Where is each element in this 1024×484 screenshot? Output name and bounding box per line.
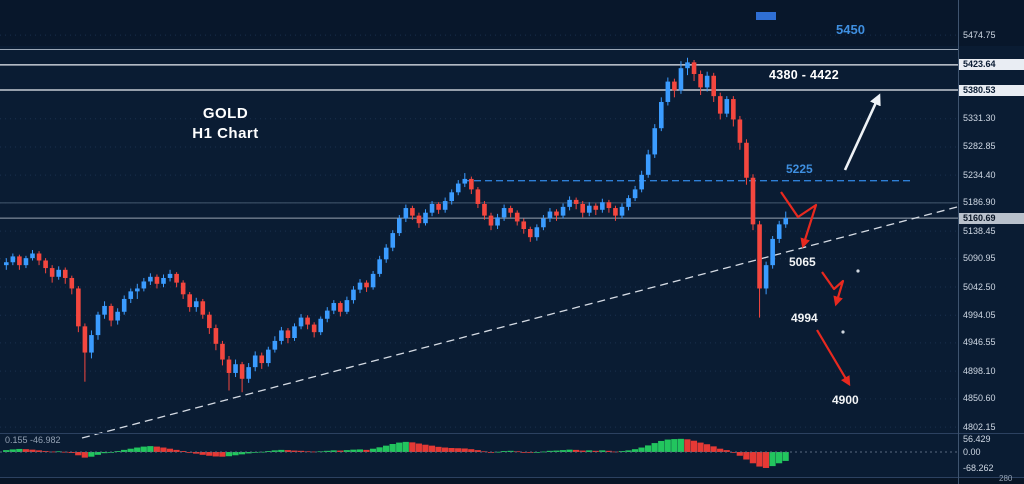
price-axis-label: 5380.53 (959, 84, 1024, 96)
level-label-5225[interactable]: 5225 (786, 162, 813, 176)
support-label-4900[interactable]: 4900 (832, 393, 859, 407)
oscillator-histogram (3, 438, 789, 468)
price-axis-label: 4802.15 (963, 421, 996, 432)
price-axis-label: 5138.45 (963, 225, 996, 236)
price-axis-label: 4946.55 (963, 337, 996, 348)
candles (4, 57, 789, 393)
red-down-arrow-1[interactable] (780, 191, 818, 249)
red-down-arrow-2[interactable] (821, 271, 845, 307)
marker-dot (856, 269, 860, 273)
price-axis-label: 5042.50 (963, 281, 996, 292)
price-axis-label: 56.429 (963, 433, 991, 444)
price-axis-label: 5090.95 (963, 253, 996, 264)
indicator-readout: 0.155 -46.982 (5, 435, 61, 445)
price-axis-label: 0.00 (963, 447, 981, 457)
price-axis-label: 4850.60 (963, 393, 996, 404)
top-band (0, 0, 1024, 46)
uptrend-line[interactable] (81, 206, 958, 439)
white-up-arrow[interactable] (843, 93, 881, 171)
top-blue-marker[interactable] (756, 12, 776, 20)
price-axis-label: 5160.69 (959, 212, 1024, 224)
resistance-zone-label[interactable]: 4380 - 4422 (769, 68, 840, 82)
chart-title[interactable]: GOLD H1 Chart (153, 104, 298, 144)
price-axis-label: 5423.64 (959, 59, 1024, 71)
corner-label: 280 (999, 474, 1013, 483)
price-axis-label: 5282.85 (963, 141, 996, 152)
target-label-5450[interactable]: 5450 (836, 22, 865, 37)
price-axis[interactable]: 5474.75 5423.64 5380.53 5331.30 5282.85 5234.… (958, 0, 1024, 484)
chart-title-symbol: GOLD (202, 105, 249, 122)
price-axis-label: 5186.90 (963, 197, 996, 208)
horizontal-levels[interactable] (0, 49, 958, 219)
price-axis-label: 4898.10 (963, 365, 996, 376)
price-axis-label: 5234.40 (963, 169, 996, 180)
price-axis-label: -68.262 (963, 463, 994, 474)
support-label-4994[interactable]: 4994 (791, 311, 818, 325)
support-label-5065[interactable]: 5065 (789, 255, 816, 269)
price-axis-label: 5474.75 (963, 29, 996, 40)
price-axis-label: 4994.05 (963, 309, 996, 320)
chart-title-timeframe: H1 Chart (192, 125, 259, 142)
red-down-arrow-3[interactable] (816, 329, 851, 387)
bottom-strip (0, 478, 1024, 484)
grid-lines (0, 34, 958, 428)
price-axis-label: 5331.30 (963, 113, 996, 124)
marker-dot (841, 330, 845, 334)
